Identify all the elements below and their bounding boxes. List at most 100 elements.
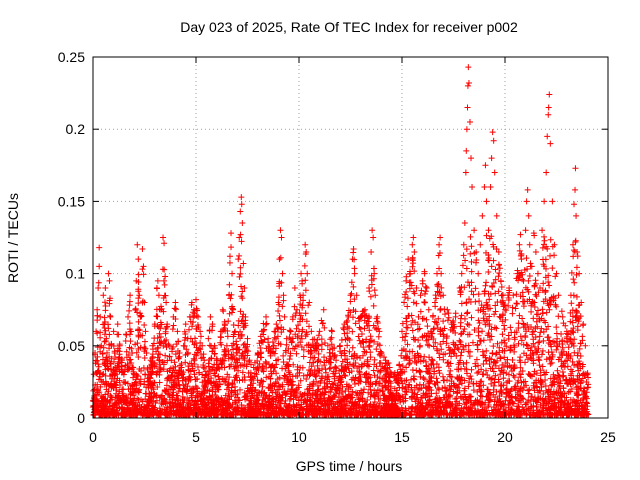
data-point-marker <box>96 244 103 251</box>
data-point-marker <box>474 341 481 348</box>
data-point-marker <box>548 349 555 356</box>
data-point-marker <box>402 294 409 301</box>
data-point-marker <box>543 326 550 333</box>
data-point-marker <box>413 382 420 389</box>
data-point-marker <box>348 409 355 416</box>
data-point-marker <box>233 400 240 407</box>
data-point-marker <box>417 373 424 380</box>
data-point-marker <box>559 313 566 320</box>
data-point-marker <box>287 328 294 335</box>
data-point-marker <box>193 352 200 359</box>
data-point-marker <box>406 270 413 277</box>
data-point-marker <box>229 309 236 316</box>
data-point-marker <box>475 270 482 277</box>
data-point-marker <box>517 231 524 238</box>
data-point-marker <box>466 118 473 125</box>
data-point-marker <box>410 288 417 295</box>
data-point-marker <box>247 369 254 376</box>
data-point-marker <box>372 324 379 331</box>
data-point-marker <box>321 324 328 331</box>
data-point-marker <box>244 341 251 348</box>
data-point-marker <box>97 329 104 336</box>
data-point-marker <box>536 362 543 369</box>
data-point-marker <box>282 365 289 372</box>
data-point-marker <box>338 389 345 396</box>
data-point-marker <box>493 212 500 219</box>
data-point-marker <box>136 386 143 393</box>
data-point-marker <box>421 376 428 383</box>
data-point-marker <box>547 375 554 382</box>
data-point-marker <box>297 377 304 384</box>
data-point-marker <box>403 354 410 361</box>
data-point-marker <box>280 352 287 359</box>
data-point-marker <box>349 408 356 415</box>
data-point-marker <box>439 385 446 392</box>
data-point-marker <box>126 331 133 338</box>
data-point-marker <box>240 311 247 318</box>
data-point-marker <box>366 288 373 295</box>
data-point-marker <box>421 268 428 275</box>
data-point-marker <box>373 346 380 353</box>
data-point-marker <box>239 220 246 227</box>
data-point-marker <box>547 140 554 147</box>
data-point-marker <box>574 352 581 359</box>
data-point-marker <box>302 310 309 317</box>
data-point-marker <box>276 278 283 285</box>
data-point-marker <box>126 357 133 364</box>
data-point-marker <box>195 369 202 376</box>
data-point-marker <box>531 371 538 378</box>
data-point-marker <box>464 104 471 111</box>
data-point-marker <box>233 356 240 363</box>
data-point-marker <box>94 312 101 319</box>
data-point-marker <box>369 227 376 234</box>
data-point-marker <box>427 402 434 409</box>
data-point-marker <box>475 291 482 298</box>
data-point-marker <box>346 348 353 355</box>
data-point-marker <box>549 243 556 250</box>
data-point-marker <box>286 334 293 341</box>
data-point-marker <box>417 292 424 299</box>
data-point-marker <box>179 388 186 395</box>
data-point-marker <box>299 316 306 323</box>
data-point-marker <box>302 410 309 417</box>
data-point-marker <box>479 371 486 378</box>
data-point-marker <box>91 406 98 413</box>
data-point-marker <box>417 308 424 315</box>
data-point-marker <box>465 405 472 412</box>
data-point-marker <box>434 321 441 328</box>
data-point-marker <box>226 259 233 266</box>
data-point-marker <box>458 312 465 319</box>
data-point-marker <box>526 241 533 248</box>
data-point-marker <box>161 240 168 247</box>
data-point-marker <box>434 404 441 411</box>
data-point-marker <box>535 354 542 361</box>
data-point-marker <box>327 336 334 343</box>
data-point-marker <box>430 343 437 350</box>
data-point-marker <box>163 299 170 306</box>
data-point-marker <box>467 233 474 240</box>
data-point-marker <box>480 315 487 322</box>
data-point-marker <box>456 412 463 419</box>
data-point-marker <box>350 363 357 370</box>
data-point-marker <box>357 354 364 361</box>
data-point-marker <box>328 341 335 348</box>
data-point-marker <box>314 400 321 407</box>
data-point-marker <box>411 336 418 343</box>
data-point-marker <box>303 318 310 325</box>
data-point-marker <box>356 368 363 375</box>
data-point-marker <box>503 389 510 396</box>
data-point-marker <box>276 256 283 263</box>
data-point-marker <box>298 396 305 403</box>
data-point-marker <box>539 310 546 317</box>
data-point-marker <box>263 320 270 327</box>
data-point-marker <box>468 314 475 321</box>
data-point-marker <box>206 327 213 334</box>
data-point-marker <box>399 363 406 370</box>
data-point-marker <box>577 340 584 347</box>
data-point-marker <box>569 313 576 320</box>
data-point-marker <box>539 287 546 294</box>
data-point-marker <box>230 340 237 347</box>
data-point-marker <box>408 321 415 328</box>
data-point-marker <box>101 314 108 321</box>
data-point-marker <box>135 256 142 263</box>
